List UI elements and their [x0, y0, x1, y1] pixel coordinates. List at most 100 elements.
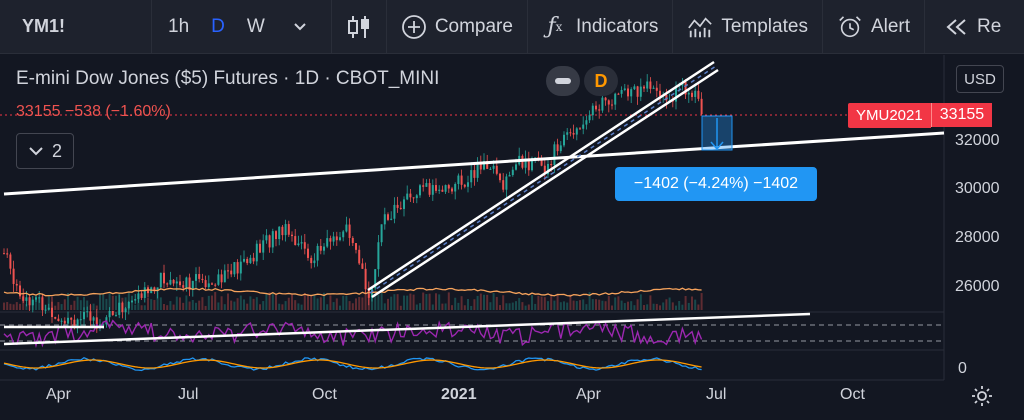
- volume-bar: [627, 301, 629, 310]
- collapse-indicators-button[interactable]: 2: [16, 133, 74, 169]
- candle-body: [348, 224, 351, 238]
- volume-bar: [492, 293, 495, 310]
- volume-bar: [614, 297, 617, 310]
- candle-body: [387, 214, 389, 220]
- volume-bar: [582, 299, 585, 310]
- volume-bar: [111, 295, 114, 310]
- candle-body: [246, 258, 249, 264]
- symbol-search-button[interactable]: YM1!: [0, 0, 152, 54]
- volume-bar: [220, 296, 223, 310]
- volume-bar: [73, 300, 76, 310]
- candle-body: [390, 218, 393, 220]
- candle-body: [403, 199, 405, 209]
- candle-body: [377, 242, 380, 270]
- currency-button[interactable]: USD: [956, 65, 1004, 93]
- interval-1h[interactable]: 1h: [168, 15, 190, 37]
- candle-body: [278, 226, 281, 240]
- candle-body: [572, 132, 575, 135]
- volume-bar: [431, 304, 434, 310]
- candle-body: [44, 309, 47, 311]
- volume-bar: [63, 299, 66, 310]
- volume-bar: [678, 300, 681, 310]
- candle-body: [252, 257, 255, 262]
- volume-bar: [479, 293, 482, 310]
- volume-bar: [534, 303, 537, 310]
- alert-label: Alert: [870, 15, 911, 37]
- volume-bar: [585, 304, 588, 310]
- volume-bar: [681, 304, 684, 310]
- candle-body: [227, 270, 229, 272]
- candle-body: [499, 173, 501, 181]
- alert-button[interactable]: Alert: [823, 0, 926, 54]
- volume-bar: [252, 298, 255, 310]
- compare-button[interactable]: Compare: [387, 0, 528, 54]
- candle-body: [294, 236, 297, 246]
- volume-bar: [415, 304, 418, 310]
- volume-bar: [451, 305, 453, 310]
- chart-area[interactable]: [0, 55, 1024, 420]
- long-trend-line[interactable]: [3, 131, 945, 196]
- candle-body: [207, 283, 210, 288]
- chart-legend-title[interactable]: E-mini Dow Jones ($5) Futures · 1D · CBO…: [16, 68, 440, 89]
- candle-body: [230, 270, 233, 275]
- chevron-down-icon[interactable]: [287, 14, 313, 40]
- candle-body: [115, 314, 117, 316]
- gear-icon[interactable]: [970, 384, 994, 408]
- candle-body: [47, 307, 50, 310]
- volume-bar: [553, 300, 556, 310]
- indicators-label: Indicators: [575, 15, 659, 37]
- chart-type-button[interactable]: [332, 0, 387, 54]
- interval-w[interactable]: W: [246, 15, 265, 37]
- candle-body: [623, 88, 626, 90]
- candle-body: [310, 257, 313, 264]
- volume-bar: [489, 302, 492, 310]
- volume-bar: [291, 293, 293, 310]
- replay-button[interactable]: Re: [925, 0, 1015, 54]
- candle-body: [575, 128, 578, 135]
- volume-bar: [92, 303, 95, 310]
- macd-line: [3, 356, 702, 372]
- candle-body: [316, 245, 319, 261]
- candle-body: [540, 157, 543, 166]
- hide-legend-button[interactable]: [546, 66, 580, 96]
- volume-bar: [163, 303, 165, 310]
- volume-bar: [284, 301, 287, 310]
- data-status-badge[interactable]: D: [584, 66, 618, 96]
- candle-body: [435, 185, 437, 191]
- volume-bar: [518, 298, 521, 310]
- candle-body: [172, 279, 175, 284]
- price-range-measure[interactable]: [701, 115, 733, 151]
- interval-d[interactable]: D: [211, 15, 225, 37]
- candle-body: [351, 237, 354, 244]
- candle-body: [118, 302, 121, 315]
- volume-bar: [684, 295, 687, 310]
- time-axis-label: Apr: [576, 386, 601, 403]
- volume-bar: [294, 300, 297, 310]
- volume-bar: [153, 299, 156, 310]
- oscillator-line: [3, 319, 703, 349]
- volume-bar: [406, 295, 409, 310]
- price-chart-canvas[interactable]: [0, 55, 1024, 420]
- candle-body: [620, 89, 623, 94]
- volume-bar: [508, 303, 511, 310]
- candle-body: [79, 319, 82, 321]
- oscillator-trend-line[interactable]: [3, 312, 811, 346]
- candle-body: [611, 104, 613, 106]
- volume-bar: [243, 299, 245, 310]
- candle-body: [342, 231, 345, 238]
- candle-body: [639, 86, 642, 97]
- candle-body: [425, 183, 428, 187]
- candle-body: [31, 299, 34, 306]
- volume-bar: [617, 296, 620, 310]
- volume-bar: [19, 303, 21, 310]
- volume-bar: [495, 296, 498, 310]
- parallel-channel[interactable]: [367, 60, 719, 299]
- volume-bar: [623, 303, 626, 310]
- volume-bar: [611, 305, 613, 310]
- candle-body: [3, 253, 5, 255]
- candle-body: [15, 283, 18, 286]
- time-axis-label: Oct: [840, 386, 865, 403]
- templates-button[interactable]: Templates: [673, 0, 823, 54]
- volume-bar: [691, 296, 693, 310]
